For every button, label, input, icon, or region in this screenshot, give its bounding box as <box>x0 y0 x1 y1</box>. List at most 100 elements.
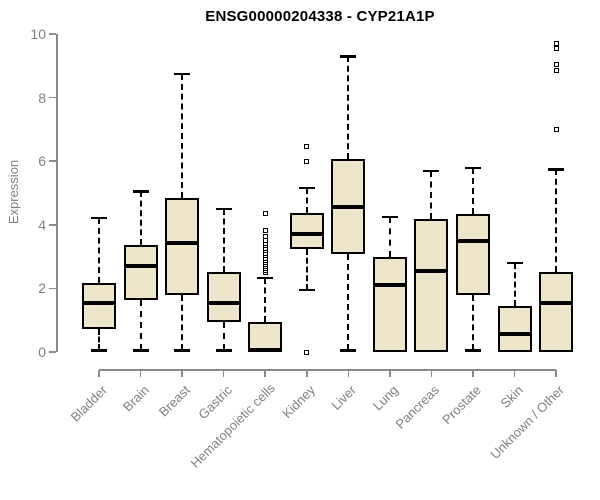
median-line <box>123 263 158 268</box>
x-axis-tick <box>513 370 516 377</box>
outlier-point <box>553 127 559 133</box>
outlier-point <box>553 61 559 67</box>
y-tick-label: 2 <box>38 280 46 297</box>
y-tick-label: 10 <box>30 26 46 42</box>
upper-whisker-line <box>471 167 474 214</box>
outlier-point <box>262 234 268 240</box>
y-axis-tick <box>49 224 56 226</box>
upper-whisker-cap <box>381 215 398 219</box>
upper-whisker-line <box>98 217 100 283</box>
upper-whisker-cap <box>215 207 232 211</box>
y-tick-label: 4 <box>38 216 46 233</box>
y-tick-label: 8 <box>38 89 46 106</box>
upper-whisker-cap <box>298 186 315 190</box>
median-line <box>331 205 366 210</box>
x-axis-tick <box>181 370 183 377</box>
upper-whisker-cap <box>506 261 523 265</box>
box <box>539 271 574 352</box>
outlier-point <box>553 68 559 74</box>
outlier-point <box>262 228 268 234</box>
y-axis-tick <box>49 351 56 353</box>
lower-whisker-line <box>181 294 184 351</box>
upper-whisker-line <box>264 277 267 323</box>
upper-whisker-line <box>347 56 350 159</box>
median-line <box>372 282 407 287</box>
x-axis-tick <box>430 370 433 377</box>
upper-whisker-line <box>513 262 516 306</box>
box <box>165 197 200 295</box>
box <box>414 218 449 352</box>
upper-whisker-line <box>555 169 558 272</box>
box <box>289 213 324 249</box>
y-axis-tick <box>49 287 56 290</box>
y-axis-tick <box>49 160 56 162</box>
chart-title: ENSG00000204338 - CYP21A1P <box>205 8 435 25</box>
outlier-point <box>262 211 268 217</box>
outlier-point <box>553 45 559 51</box>
y-tick-label: 6 <box>38 153 46 170</box>
outlier-point <box>304 144 310 150</box>
median-line <box>497 331 532 336</box>
box <box>123 244 158 300</box>
lower-whisker-cap <box>464 349 481 352</box>
x-axis-tick <box>222 370 225 377</box>
upper-whisker-cap <box>257 276 274 280</box>
upper-whisker-cap <box>174 72 191 76</box>
upper-whisker-line <box>139 191 142 245</box>
lower-whisker-line <box>98 329 100 351</box>
median-line <box>82 300 116 305</box>
lower-whisker-cap <box>174 349 191 352</box>
outlier-point <box>304 158 310 164</box>
lower-whisker-line <box>347 253 350 351</box>
median-line <box>165 240 200 245</box>
x-category-label: Unknown / Other <box>487 382 567 462</box>
box <box>82 282 116 330</box>
upper-whisker-line <box>430 170 433 219</box>
lower-whisker-line <box>139 299 142 351</box>
lower-whisker-line <box>305 248 308 290</box>
lower-whisker-line <box>471 294 474 351</box>
median-line <box>414 268 449 273</box>
box <box>372 256 407 352</box>
box <box>497 305 532 352</box>
x-axis-tick <box>264 370 266 377</box>
x-axis-tick <box>555 370 557 377</box>
box <box>455 213 490 295</box>
x-axis-tick <box>306 370 308 377</box>
x-axis-tick <box>98 370 100 377</box>
y-axis-line <box>56 34 58 352</box>
lower-whisker-cap <box>340 349 357 352</box>
median-line <box>455 238 490 243</box>
median-line <box>248 347 283 352</box>
x-axis-tick <box>347 370 350 377</box>
y-axis-tick <box>49 96 56 99</box>
upper-whisker-cap <box>340 55 357 58</box>
upper-whisker-line <box>181 73 184 198</box>
upper-whisker-line <box>222 208 225 272</box>
x-axis-tick <box>139 370 142 377</box>
x-axis-tick <box>389 370 391 377</box>
upper-whisker-cap <box>132 190 149 193</box>
upper-whisker-cap <box>548 168 565 171</box>
lower-whisker-cap <box>91 349 107 352</box>
y-axis-tick <box>49 33 56 35</box>
x-axis-line <box>99 369 557 371</box>
lower-whisker-cap <box>298 288 315 292</box>
upper-whisker-cap <box>464 166 481 170</box>
y-tick-label: 0 <box>38 344 46 360</box>
box <box>206 271 241 323</box>
x-axis-tick <box>472 370 474 377</box>
median-line <box>289 232 324 237</box>
median-line <box>539 300 574 305</box>
lower-whisker-cap <box>215 349 232 352</box>
outlier-point <box>553 41 559 47</box>
median-line <box>206 301 241 306</box>
upper-whisker-line <box>388 216 391 257</box>
upper-whisker-cap <box>423 169 440 173</box>
upper-whisker-line <box>305 187 308 214</box>
lower-whisker-cap <box>132 349 149 352</box>
outlier-point <box>304 349 310 355</box>
upper-whisker-cap <box>91 216 107 220</box>
